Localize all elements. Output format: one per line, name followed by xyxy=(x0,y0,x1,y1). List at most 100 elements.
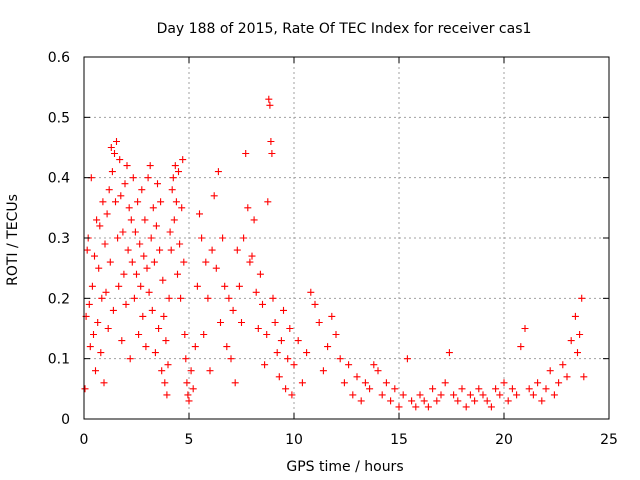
data-point xyxy=(147,234,155,242)
data-point xyxy=(235,282,243,290)
y-tick-label: 0.2 xyxy=(48,291,70,307)
data-point xyxy=(286,325,294,332)
data-point xyxy=(550,391,558,399)
data-point xyxy=(130,294,138,302)
data-point xyxy=(181,331,189,338)
data-point xyxy=(161,379,169,387)
data-point xyxy=(458,385,466,393)
data-point xyxy=(85,300,93,308)
chart-title: Day 188 of 2015, Rate Of TEC Index for r… xyxy=(157,21,532,37)
data-point xyxy=(238,319,245,326)
data-point xyxy=(122,300,130,308)
data-point xyxy=(160,312,168,320)
data-point xyxy=(109,306,117,314)
y-tick-label: 0.5 xyxy=(48,110,70,126)
data-point xyxy=(282,385,290,393)
data-point xyxy=(91,252,98,260)
data-point xyxy=(94,319,102,326)
data-point xyxy=(273,349,281,357)
data-point xyxy=(155,325,163,332)
data-point xyxy=(183,379,191,387)
data-point xyxy=(399,391,407,399)
data-point xyxy=(172,198,180,206)
data-point xyxy=(563,373,571,381)
data-point xyxy=(146,162,154,170)
data-point xyxy=(271,319,279,326)
data-point xyxy=(189,385,197,393)
data-point xyxy=(123,162,131,170)
data-point xyxy=(97,349,105,357)
data-point xyxy=(118,337,126,345)
data-point xyxy=(95,264,103,272)
data-point xyxy=(152,222,160,230)
data-point xyxy=(142,343,150,351)
data-point xyxy=(162,337,170,345)
data-point xyxy=(542,385,550,393)
data-point xyxy=(139,312,147,320)
data-point xyxy=(275,373,283,381)
data-point xyxy=(134,198,142,206)
data-point xyxy=(103,210,111,218)
data-point xyxy=(546,367,554,375)
data-point xyxy=(96,222,104,230)
data-point xyxy=(357,397,365,405)
data-point xyxy=(576,331,584,338)
data-point xyxy=(212,264,220,272)
data-point xyxy=(445,349,453,357)
data-point xyxy=(403,355,411,363)
data-point xyxy=(290,361,298,369)
data-point xyxy=(159,276,167,284)
data-point xyxy=(250,216,258,224)
data-point xyxy=(424,403,432,411)
x-tick-label: 10 xyxy=(285,432,303,448)
data-point xyxy=(252,288,260,296)
data-point xyxy=(125,204,133,212)
data-point xyxy=(128,258,136,266)
data-point xyxy=(466,391,474,399)
data-point xyxy=(104,325,112,332)
data-point xyxy=(113,138,120,145)
data-point xyxy=(105,186,113,194)
data-point xyxy=(149,204,157,212)
data-point xyxy=(433,397,441,405)
data-point xyxy=(177,294,185,302)
data-point xyxy=(263,331,271,338)
data-point xyxy=(166,228,174,236)
data-point xyxy=(180,258,188,266)
data-point xyxy=(416,391,424,399)
x-tick-labels: 0 5 10 15 20 25 xyxy=(80,432,618,448)
data-point xyxy=(265,95,273,103)
data-point xyxy=(120,270,128,278)
data-point xyxy=(143,264,151,272)
data-point xyxy=(208,246,216,254)
data-point xyxy=(483,397,491,405)
data-point xyxy=(156,246,164,254)
data-point xyxy=(266,101,274,109)
data-point xyxy=(88,282,96,290)
data-point xyxy=(269,294,277,302)
data-point xyxy=(248,252,256,260)
data-point xyxy=(277,337,285,345)
data-point xyxy=(191,343,199,351)
data-point xyxy=(246,258,254,266)
data-point xyxy=(133,270,140,278)
x-tick-label: 20 xyxy=(495,432,513,448)
data-point xyxy=(525,385,533,393)
data-point xyxy=(206,367,214,375)
y-tick-label: 0 xyxy=(61,412,70,428)
data-point xyxy=(119,228,127,236)
data-point xyxy=(102,288,110,296)
data-point xyxy=(513,391,521,399)
data-point xyxy=(580,373,588,381)
y-axis-label: ROTI / TECUs xyxy=(5,194,21,286)
data-point xyxy=(567,337,575,345)
data-point xyxy=(264,198,272,206)
data-points xyxy=(81,95,588,411)
data-point xyxy=(500,379,508,387)
data-point xyxy=(574,349,581,357)
data-point xyxy=(420,397,428,405)
data-point xyxy=(288,391,296,399)
data-point xyxy=(571,312,579,320)
data-point xyxy=(340,379,348,387)
